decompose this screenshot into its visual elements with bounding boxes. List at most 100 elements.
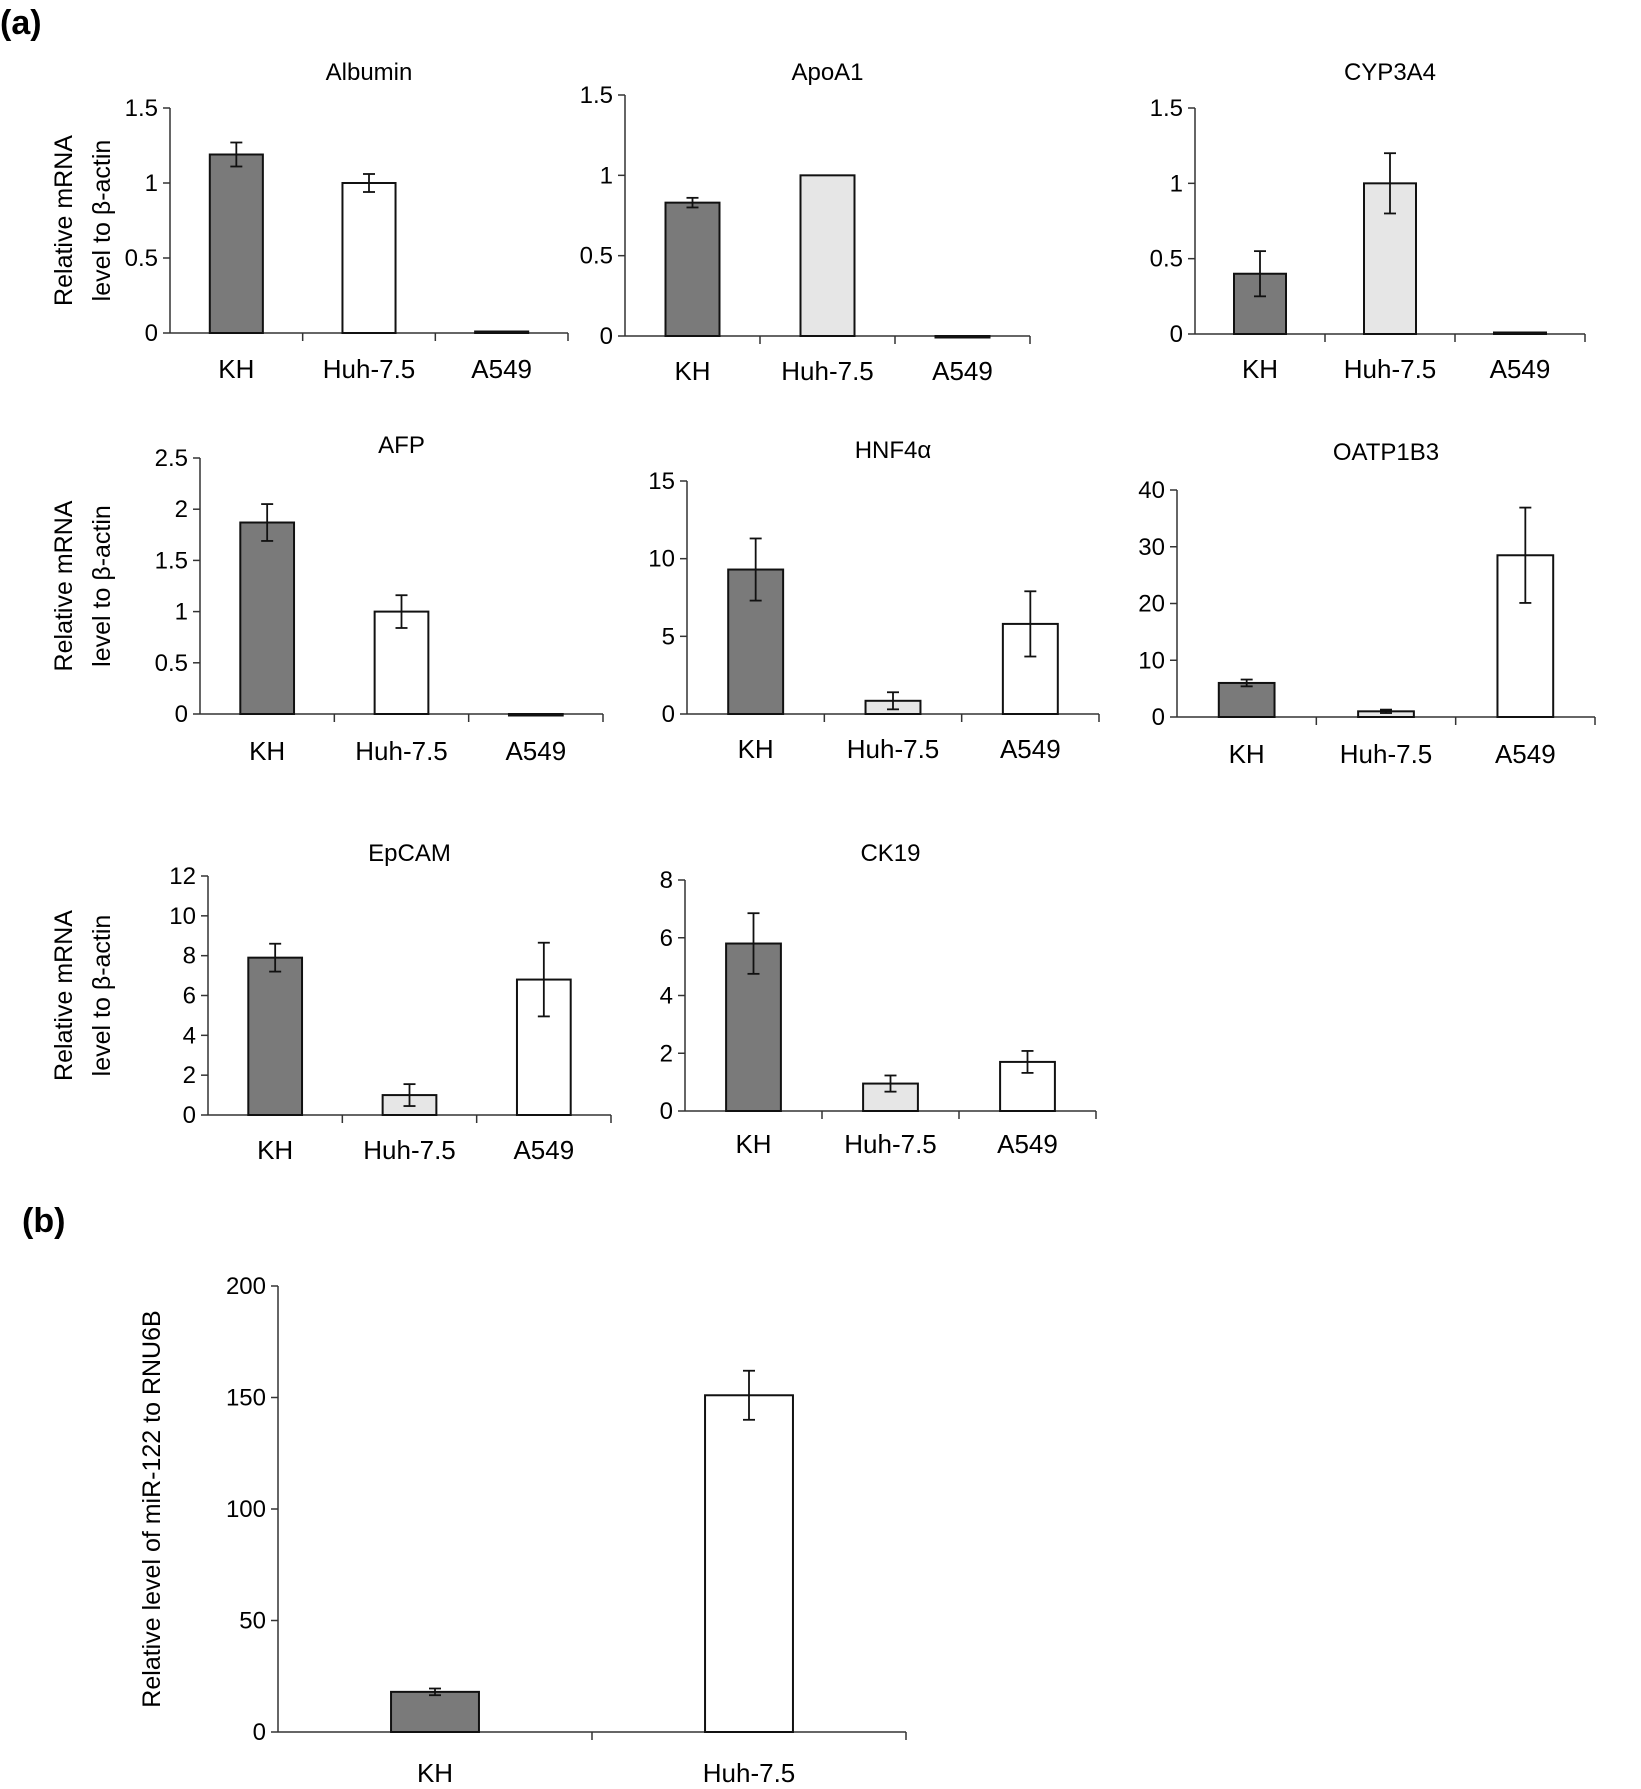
x-category-label: Huh-7.5 [844,1129,937,1159]
chart-title: ApoA1 [791,59,863,86]
y-tick-label: 15 [648,468,675,495]
y-tick-label: 10 [169,903,196,930]
y-tick-label: 0 [662,701,675,728]
chart-apoa1: ApoA1 0 0.5 1 1.5 KH Huh-7.5 A549 [580,59,1031,386]
y-tick-label: 0.5 [125,245,158,272]
y-tick-label: 1 [1170,170,1183,197]
y-tick-label: 5 [662,623,675,650]
x-category-label: A549 [1490,354,1551,384]
y-tick-label: 0.5 [155,650,188,677]
bar-a549 [474,330,530,334]
bar-kh [239,521,296,716]
x-category-label: KH [249,736,285,766]
bar-huh75 [704,1394,794,1734]
x-category-label: A549 [932,356,993,386]
x-category-label: KH [1242,354,1278,384]
x-category-label: KH [417,1758,453,1788]
x-category-label: Huh-7.5 [323,354,416,384]
y-tick-label: 1.5 [1150,95,1183,122]
y-tick-label: 8 [660,867,673,894]
chart-title: HNF4α [855,437,932,464]
charts-container: Albumin 0 0.5 1 1.5 KH Huh-7.5 A549 Relative mRN… [50,59,1596,1788]
y-tick-label: 0 [660,1098,673,1125]
bar-huh75 [341,182,397,334]
y-tick-label: 40 [1138,477,1165,504]
x-category-label: KH [735,1129,771,1159]
bar-huh75 [799,174,856,337]
y-tick-label: 100 [226,1496,266,1523]
bar-a549 [507,713,564,717]
x-category-label: Huh-7.5 [1340,739,1433,769]
y-tick-label: 20 [1138,591,1165,618]
y-tick-label: 1 [175,599,188,626]
panel-label-a: (a) [0,4,42,42]
y-tick-label: 10 [648,546,675,573]
y-axis-label: Relative mRNA [50,500,78,671]
y-tick-label: 200 [226,1273,266,1300]
y-axis-label: Relative mRNA [50,135,78,306]
y-tick-label: 8 [183,943,196,970]
y-tick-label: 2 [660,1040,673,1067]
y-tick-label: 1.5 [125,95,158,122]
bar-kh [247,956,304,1116]
y-tick-label: 1 [600,162,613,189]
y-tick-label: 30 [1138,534,1165,561]
y-tick-label: 0 [1170,321,1183,348]
chart-hnf4: HNF4α 0 5 10 15 KH Huh-7.5 A549 [648,437,1100,764]
y-tick-label: 0 [1152,704,1165,731]
x-category-label: A549 [471,354,532,384]
chart-title: CYP3A4 [1344,59,1436,86]
y-tick-label: 6 [183,983,196,1010]
x-category-label: A549 [505,736,566,766]
x-category-label: Huh-7.5 [847,734,940,764]
y-tick-label: 1.5 [155,547,188,574]
y-tick-label: 1 [145,170,158,197]
y-tick-label: 50 [239,1608,266,1635]
x-category-label: A549 [513,1135,574,1165]
x-category-label: A549 [1495,739,1556,769]
chart-title: Albumin [326,59,413,86]
bar-kh [390,1690,480,1733]
y-tick-label: 0.5 [580,243,613,270]
chart-oatp1b3: OATP1B3 0 10 20 30 40 KH Huh-7.5 A549 [1138,439,1596,769]
x-category-label: KH [674,356,710,386]
x-category-label: Huh-7.5 [703,1758,796,1788]
chart-title: AFP [378,432,425,459]
chart-title: CK19 [860,840,920,867]
y-tick-label: 0 [175,701,188,728]
y-tick-label: 0 [600,323,613,350]
x-category-label: A549 [997,1129,1058,1159]
bar-kh [664,201,721,337]
chart-mir122: 0 50 100 150 200 KH Huh-7.5 Relative level of m… [138,1273,907,1788]
chart-epcam: EpCAM 0 2 4 6 8 10 12 KH Huh-7.5 A549 Relative mRNA… [50,840,612,1165]
bar-a549 [934,335,991,339]
chart-cyp3a4: CYP3A4 0 0.5 1 1.5 KH Huh-7.5 A549 [1150,59,1586,384]
bar-kh [725,942,782,1113]
y-tick-label: 4 [183,1022,196,1049]
x-category-label: KH [257,1135,293,1165]
y-tick-label: 0.5 [1150,246,1183,273]
x-category-label: Huh-7.5 [1344,354,1437,384]
bar-kh [208,153,264,334]
x-category-label: Huh-7.5 [355,736,448,766]
y-tick-label: 4 [660,983,673,1010]
x-category-label: Huh-7.5 [363,1135,456,1165]
y-tick-label: 2 [183,1062,196,1089]
y-tick-label: 150 [226,1385,266,1412]
y-tick-label: 6 [660,925,673,952]
y-tick-label: 1.5 [580,82,613,109]
x-category-label: KH [738,734,774,764]
y-tick-label: 0 [145,320,158,347]
y-axis-label: level to β-actin [88,505,116,667]
y-tick-label: 0 [253,1719,266,1746]
y-tick-label: 12 [169,863,196,890]
bar-a549 [1493,331,1547,336]
x-category-label: KH [1229,739,1265,769]
y-tick-label: 2.5 [155,445,188,472]
chart-ck19: CK19 0 2 4 6 8 KH Huh-7.5 A549 [660,840,1097,1159]
y-axis-label: Relative mRNA [50,910,78,1081]
y-axis-label: level to β-actin [88,915,116,1077]
x-category-label: A549 [1000,734,1061,764]
y-tick-label: 2 [175,496,188,523]
